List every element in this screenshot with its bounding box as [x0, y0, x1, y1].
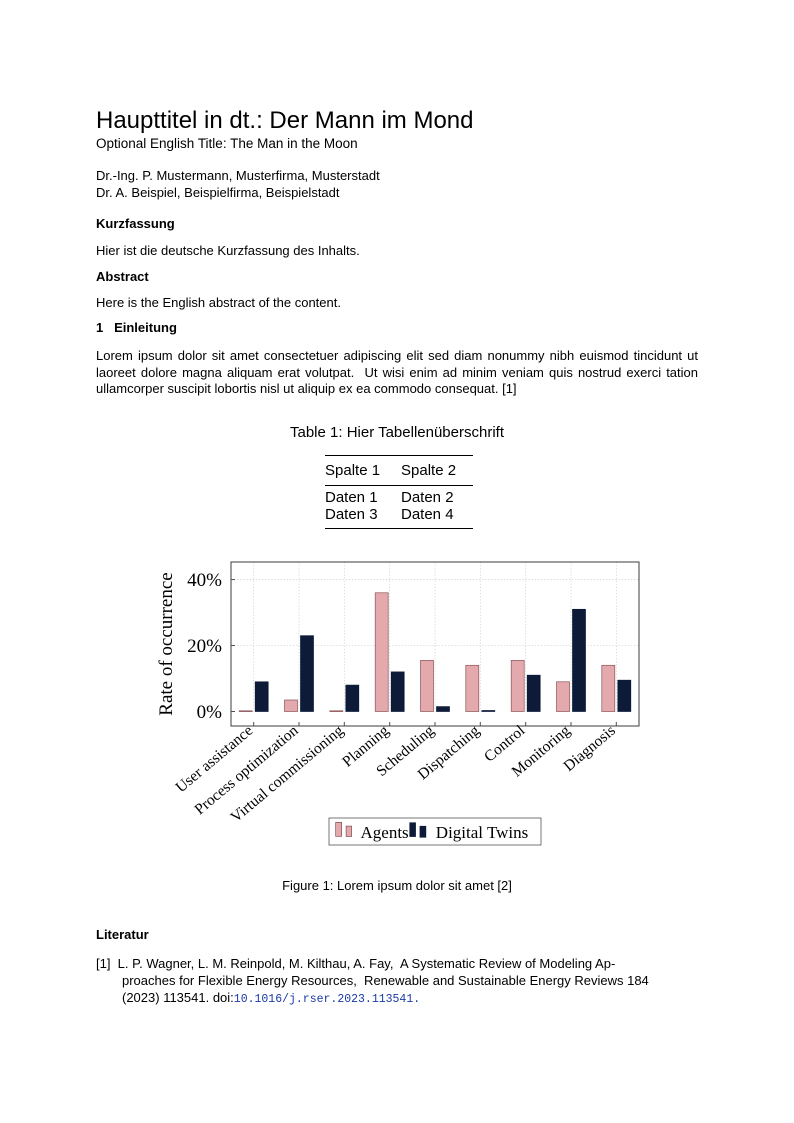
svg-text:20%: 20%	[187, 636, 222, 657]
svg-text:Agents: Agents	[361, 823, 409, 842]
svg-text:Rate of occurrence: Rate of occurrence	[156, 572, 177, 715]
svg-text:40%: 40%	[187, 570, 222, 591]
svg-text:Digital Twins: Digital Twins	[436, 823, 528, 842]
svg-text:0%: 0%	[197, 702, 223, 723]
